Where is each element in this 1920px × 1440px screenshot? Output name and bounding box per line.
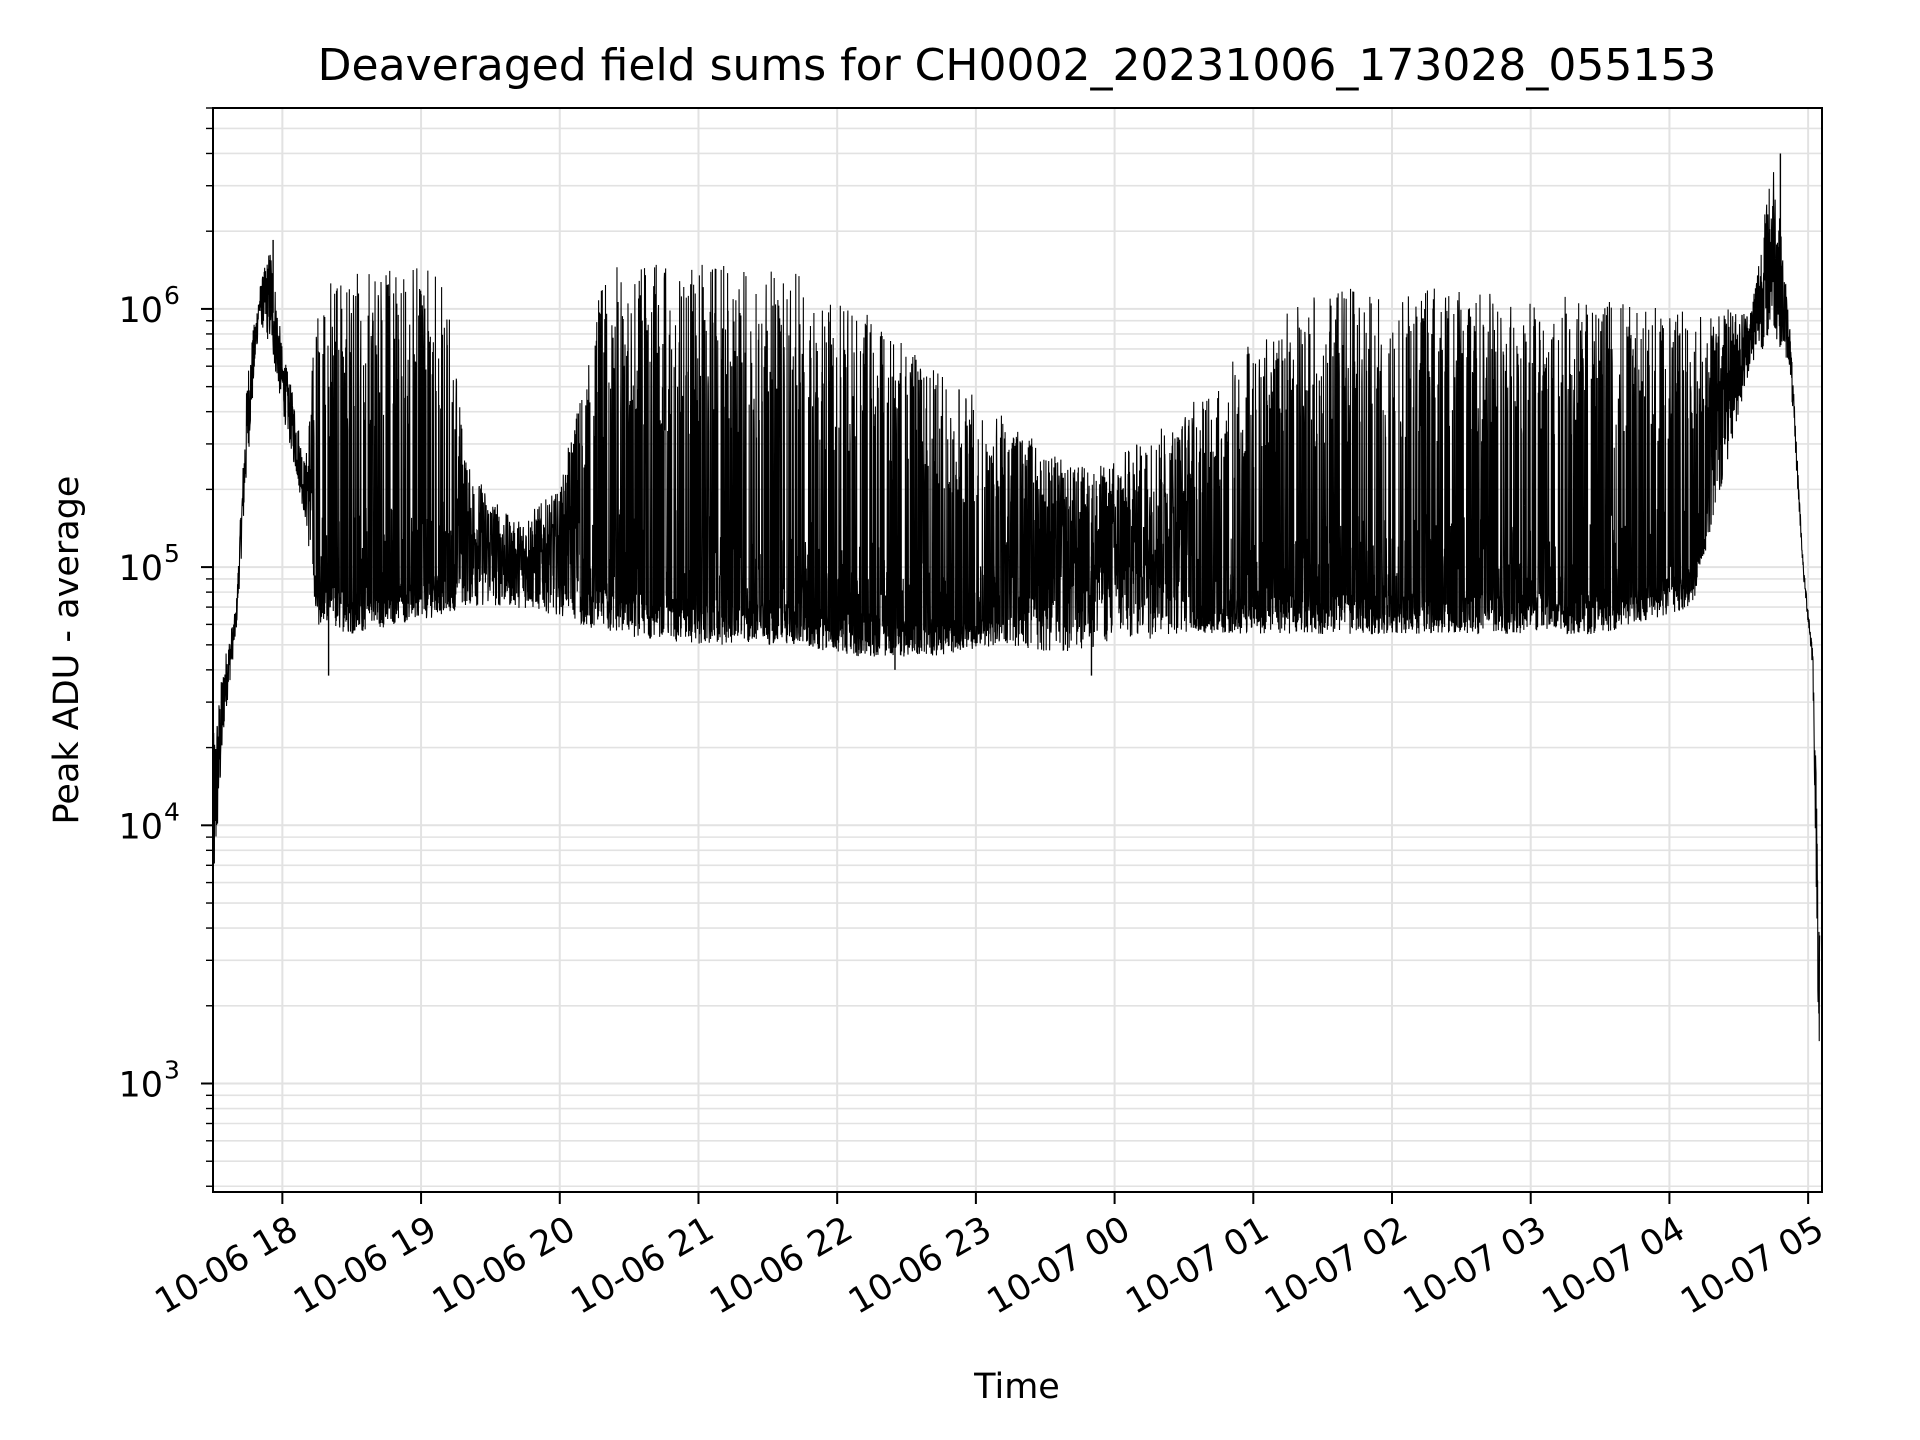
y-tick-label-base: 10 [118, 807, 163, 847]
x-axis-label: Time [973, 1367, 1060, 1407]
y-tick-label-exponent: 5 [164, 539, 180, 568]
y-tick-label-base: 10 [118, 549, 163, 589]
chart-title: Deaveraged field sums for CH0002_2023100… [318, 40, 1717, 91]
grid [213, 107, 1822, 1192]
plot-frame [212, 107, 1823, 1193]
y-tick-label-exponent: 6 [164, 281, 180, 310]
series-line [213, 153, 1822, 1141]
y-axis-label: Peak ADU - average [47, 476, 87, 825]
y-tick-label-exponent: 4 [164, 797, 180, 826]
y-tick-label-base: 10 [118, 291, 163, 331]
y-tick-label-base: 10 [118, 1066, 163, 1106]
series-path [213, 172, 1821, 1042]
y-tick-label-exponent: 3 [164, 1056, 180, 1085]
